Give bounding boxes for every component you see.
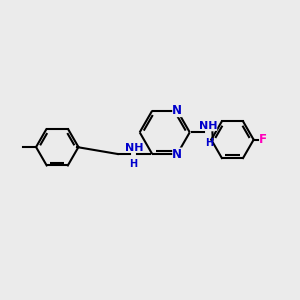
Text: NH: NH [199, 121, 217, 131]
Text: NH: NH [125, 142, 143, 152]
Text: N: N [172, 148, 182, 160]
Text: N: N [172, 104, 182, 117]
Text: F: F [259, 133, 267, 146]
Text: H: H [129, 159, 137, 169]
Text: H: H [205, 138, 213, 148]
